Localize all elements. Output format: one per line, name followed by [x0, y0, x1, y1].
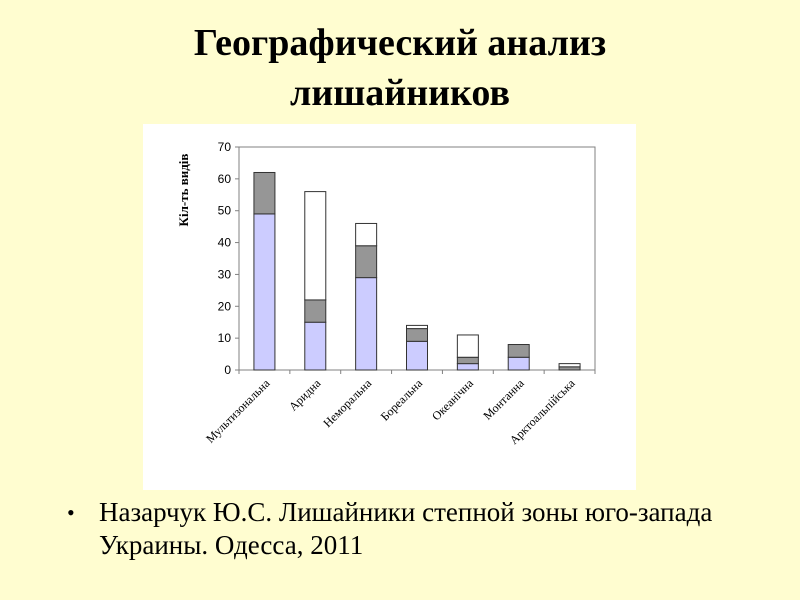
y-tick-label: 50 [218, 204, 232, 218]
chart-container: 0 10 20 30 40 50 60 70 Мультизональна Аридна Немо… [143, 124, 636, 490]
slide-title-line2: лишайников [290, 72, 510, 114]
citation-text: Назарчук Ю.С. Лишайники степной зоны юго… [99, 497, 713, 560]
y-tick-label: 10 [218, 331, 232, 345]
bar-segment-6-2 [558, 363, 581, 368]
bar-segment-5-0 [507, 356, 530, 371]
bar-segment-2-2 [355, 222, 378, 247]
y-tick-label: 40 [218, 236, 232, 250]
bar-segment-2-0 [355, 277, 378, 371]
bar-segment-3-2 [406, 324, 428, 330]
y-tick-label: 70 [218, 140, 232, 154]
bar-segment-4-2 [456, 334, 479, 358]
citation: • Назарчук Ю.С. Лишайники степной зоны ю… [67, 496, 768, 562]
bar-segment-1-1 [304, 299, 327, 323]
bar-segment-0-1 [253, 171, 276, 215]
bar-segment-1-0 [304, 321, 327, 371]
y-tick-label: 20 [218, 299, 232, 313]
bar-segment-0-0 [253, 213, 276, 371]
bar-segment-3-1 [406, 328, 428, 342]
bar-segment-3-0 [406, 340, 428, 371]
bar-segment-4-0 [456, 363, 479, 371]
bar-segment-1-2 [304, 191, 327, 301]
bar-segment-5-1 [507, 344, 530, 358]
y-axis-label: Кіл-ть видів [176, 154, 191, 227]
bar-segment-2-1 [355, 245, 378, 279]
y-tick-label: 60 [218, 172, 232, 186]
bullet: • [67, 500, 75, 525]
bar-segment-4-1 [456, 356, 479, 365]
y-tick-label: 0 [224, 363, 231, 377]
y-tick-label: 30 [218, 267, 232, 281]
y-axis: 0 10 20 30 40 50 60 70 [218, 140, 239, 377]
bars [253, 171, 581, 371]
slide-title: Географический анализ лишайников [0, 18, 800, 118]
slide-title-line1: Географический анализ [193, 22, 607, 64]
